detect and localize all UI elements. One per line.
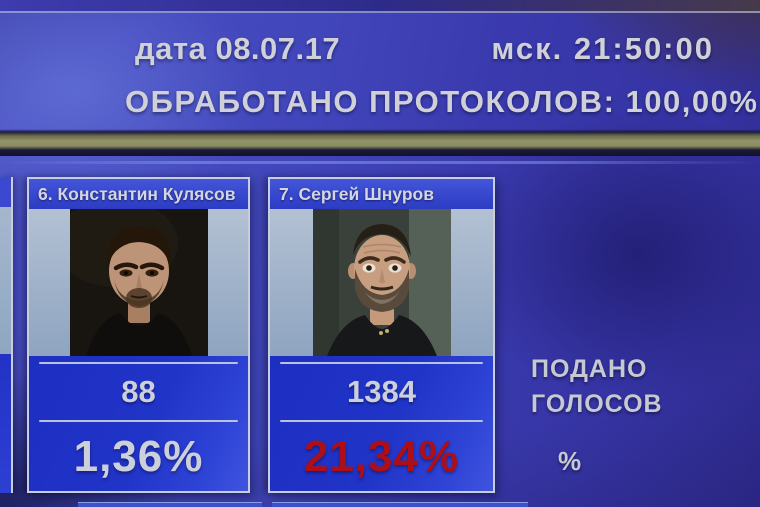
divider-band <box>0 129 760 156</box>
votes-count: 1384 <box>347 374 416 409</box>
votes-cast-label: ПОДАНО ГОЛОСОВ <box>531 352 663 422</box>
candidate-results: 1384 21,34% <box>270 356 493 491</box>
candidate-card-shnurov: 7. Сергей Шнуров <box>268 177 495 493</box>
candidate-photo-area <box>29 209 248 356</box>
candidate-results: 88 1,36% <box>29 356 248 491</box>
candidate-name: 7. Сергей Шнуров <box>270 179 493 209</box>
votes-cast-label-line1: ПОДАНО <box>531 355 648 383</box>
votes-cast-label-line2: ГОЛОСОВ <box>531 390 663 418</box>
votes-count: 88 <box>121 374 156 409</box>
moscow-time-label: мск. 21:50:00 <box>491 31 714 66</box>
divider-line <box>39 362 238 364</box>
protocols-processed-label: ОБРАБОТАНО ПРОТОКОЛОВ: 100,00% <box>125 84 759 119</box>
next-row-card-hint <box>78 502 262 507</box>
divider-light-streak <box>0 161 760 164</box>
divider-line <box>280 362 483 364</box>
candidate-photo-shnurov <box>312 209 451 356</box>
adjacent-card-cutoff <box>0 177 13 493</box>
candidate-photo-area <box>270 209 493 356</box>
percent-unit-label: % <box>558 446 582 476</box>
next-row-card-hint <box>272 502 528 507</box>
top-edge-band <box>0 0 760 13</box>
candidate-card-kulyasov: 6. Константин Кулясов <box>27 177 250 493</box>
divider-line <box>39 420 238 422</box>
votes-percent: 1,36% <box>73 431 204 481</box>
divider-line <box>280 420 483 422</box>
candidate-name: 6. Константин Кулясов <box>29 179 248 209</box>
candidate-photo-kulyasov <box>69 209 208 356</box>
votes-percent: 21,34% <box>303 431 460 481</box>
date-label: дата 08.07.17 <box>135 31 341 66</box>
